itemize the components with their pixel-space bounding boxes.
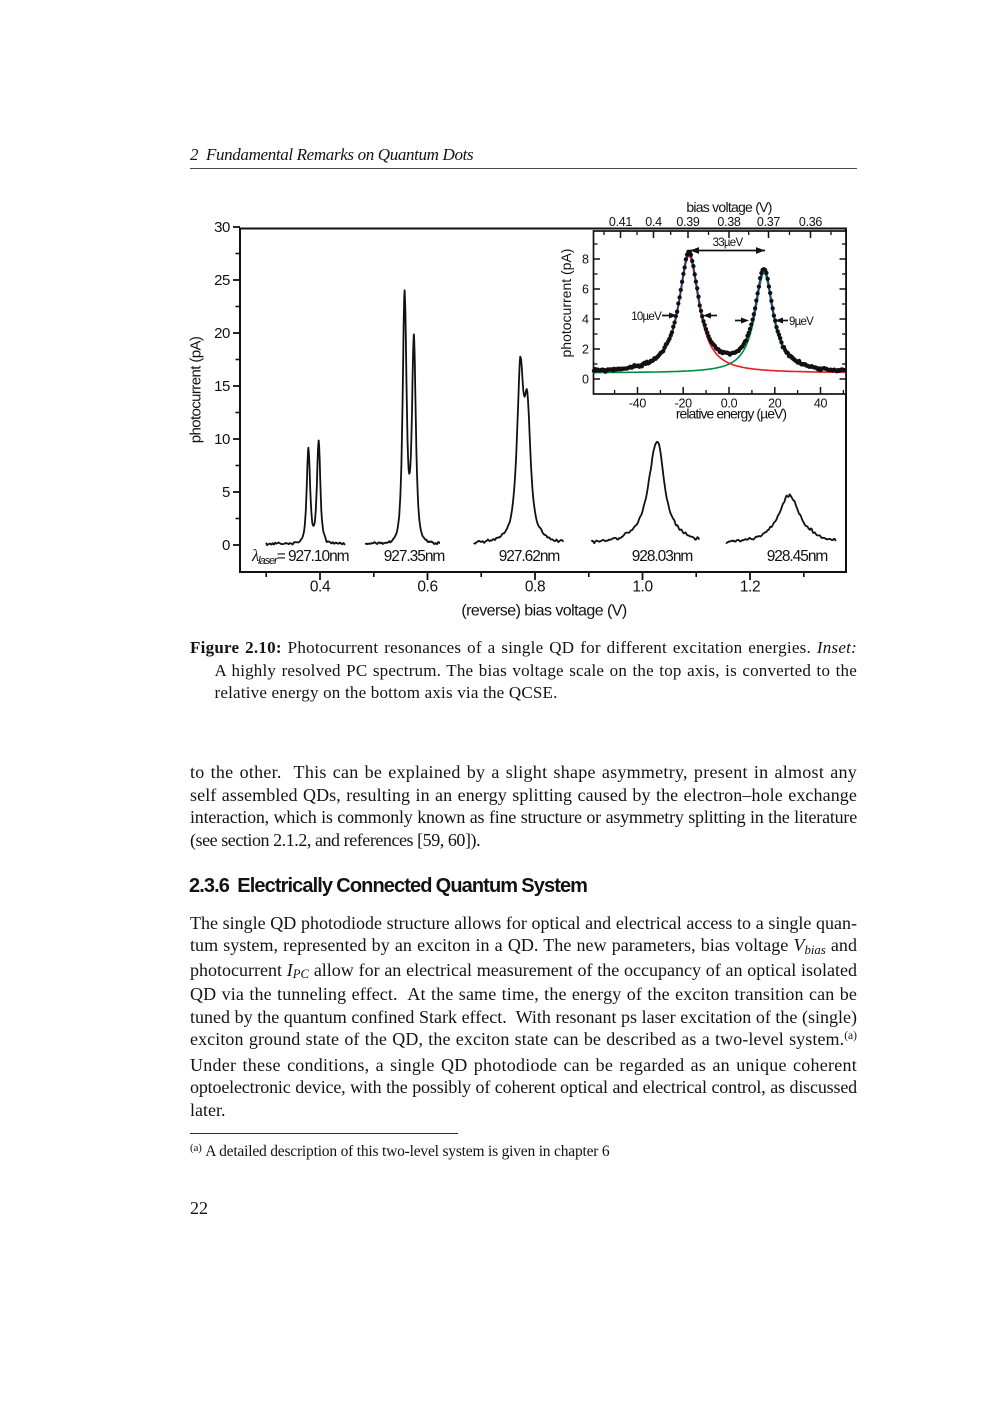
svg-text:-20: -20 [675, 397, 693, 411]
svg-text:928.45nm: 928.45nm [767, 548, 828, 565]
svg-text:15: 15 [214, 378, 230, 395]
svg-text:0.37: 0.37 [757, 215, 780, 229]
svg-text:0.39: 0.39 [676, 215, 699, 229]
svg-text:0.6: 0.6 [417, 579, 437, 596]
svg-text:(reverse) bias voltage (V): (reverse) bias voltage (V) [461, 603, 627, 620]
svg-text:λlaser= 927.10nm: λlaser= 927.10nm [251, 546, 349, 567]
svg-text:0.4: 0.4 [645, 215, 662, 229]
svg-text:photocurrent (pA): photocurrent (pA) [188, 336, 205, 443]
svg-text:1.0: 1.0 [632, 579, 653, 596]
svg-text:928.03nm: 928.03nm [632, 548, 693, 565]
svg-text:2: 2 [582, 342, 589, 356]
svg-text:10: 10 [214, 431, 230, 448]
svg-text:0.38: 0.38 [717, 215, 740, 229]
svg-text:20: 20 [214, 325, 230, 342]
svg-text:relative energy (µeV): relative energy (µeV) [676, 406, 787, 422]
svg-text:6: 6 [582, 282, 589, 296]
svg-text:30: 30 [214, 219, 230, 236]
svg-text:0.36: 0.36 [799, 215, 822, 229]
svg-text:927.62nm: 927.62nm [499, 548, 560, 565]
svg-text:-40: -40 [629, 397, 647, 411]
svg-text:0: 0 [582, 372, 589, 386]
svg-text:20: 20 [768, 397, 782, 411]
svg-text:10µeV: 10µeV [631, 311, 662, 323]
svg-text:0: 0 [222, 537, 230, 554]
svg-text:5: 5 [222, 484, 230, 501]
svg-text:9µeV: 9µeV [789, 316, 814, 328]
svg-text:0.0: 0.0 [721, 397, 738, 411]
svg-text:1.2: 1.2 [740, 579, 760, 596]
svg-text:33µeV: 33µeV [713, 237, 744, 249]
svg-text:927.35nm: 927.35nm [384, 548, 445, 565]
svg-text:0.4: 0.4 [310, 579, 331, 596]
svg-text:photocurrent (pA): photocurrent (pA) [558, 249, 574, 358]
svg-text:4: 4 [582, 312, 589, 326]
svg-text:8: 8 [582, 252, 589, 266]
svg-text:40: 40 [814, 397, 828, 411]
svg-text:bias voltage (V): bias voltage (V) [686, 199, 771, 215]
svg-text:0.8: 0.8 [525, 579, 545, 596]
svg-text:25: 25 [214, 272, 230, 289]
svg-text:0.41: 0.41 [609, 215, 632, 229]
